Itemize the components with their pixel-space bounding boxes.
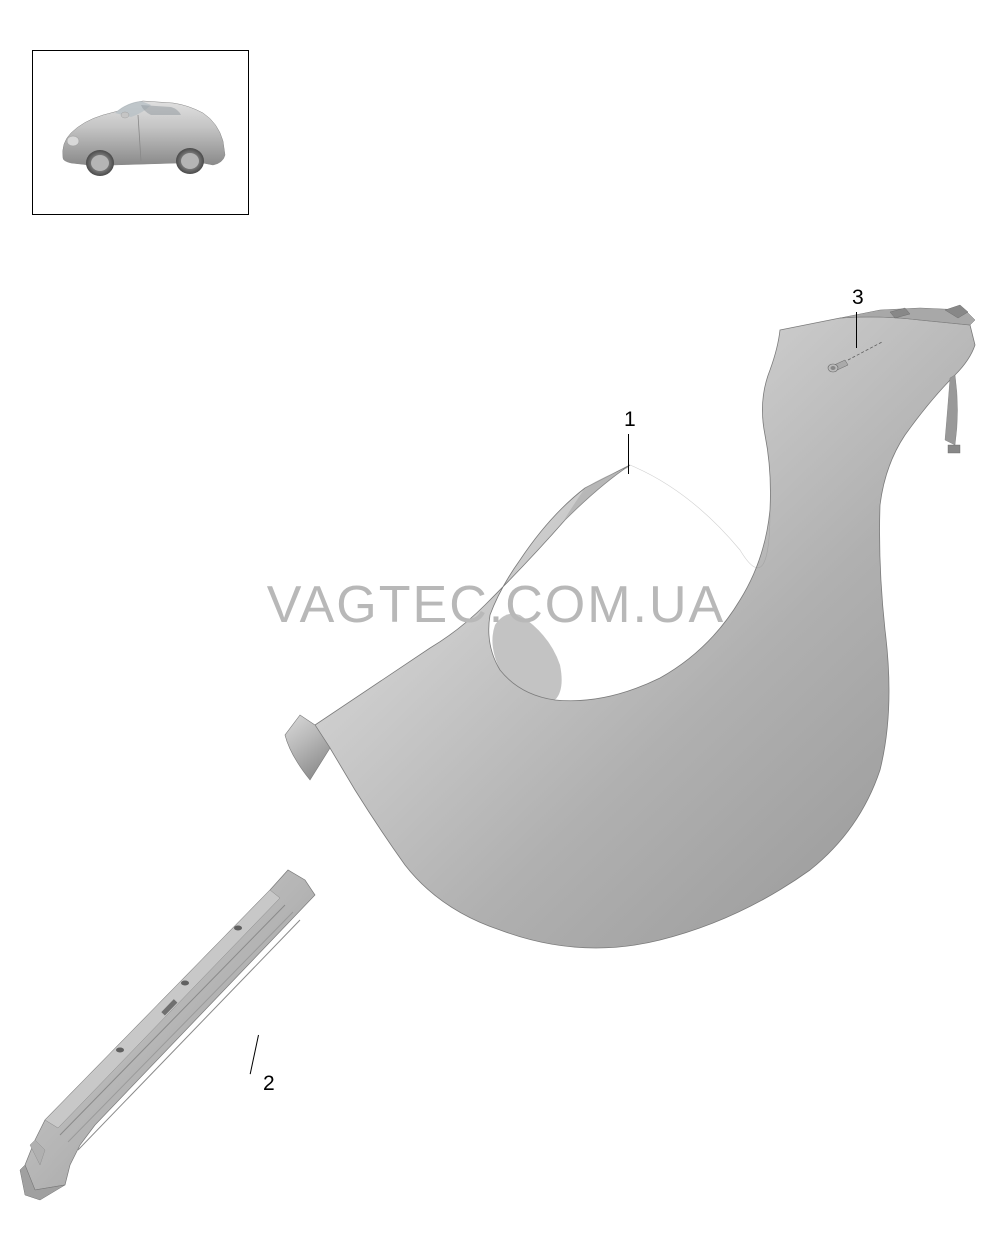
callout-2: 2 (263, 1072, 275, 1096)
callout-3: 3 (852, 286, 864, 310)
part-side-panel (285, 305, 975, 948)
parts-diagram (10, 270, 980, 1240)
callout-line-1 (628, 434, 629, 474)
vehicle-thumbnail-box (32, 50, 249, 215)
part-rocker-panel (20, 870, 315, 1200)
callout-1: 1 (624, 408, 636, 432)
vehicle-thumbnail (43, 63, 238, 203)
callout-line-3 (856, 312, 857, 348)
